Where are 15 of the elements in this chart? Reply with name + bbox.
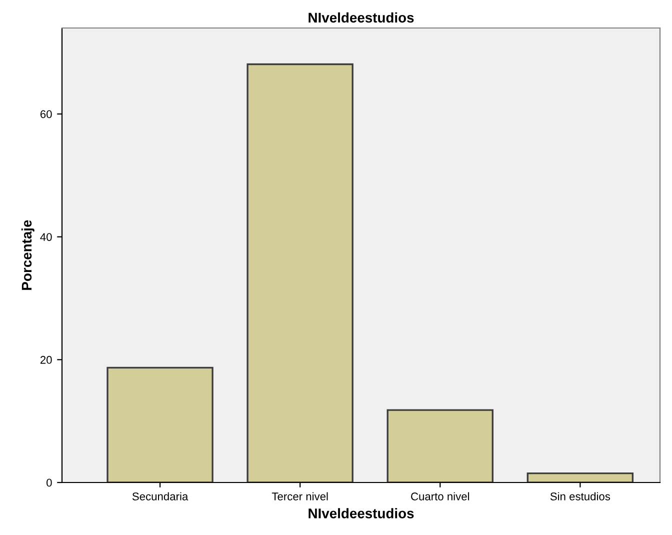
y-tick-label: 0 bbox=[46, 478, 52, 487]
y-axis-title: Porcentaje bbox=[21, 220, 34, 290]
bar bbox=[106, 366, 214, 482]
x-tick-label: Secundaria bbox=[132, 492, 188, 500]
x-tick-label: Sin estudios bbox=[550, 492, 610, 500]
x-tick-label: Tercer nivel bbox=[272, 492, 328, 500]
y-tick-label: 40 bbox=[40, 233, 52, 241]
y-tick-label: 20 bbox=[40, 356, 52, 364]
bar bbox=[526, 472, 634, 482]
bar bbox=[246, 63, 354, 482]
bar bbox=[386, 409, 494, 482]
y-tick-label: 60 bbox=[40, 110, 52, 118]
chart-title: NIveldeestudios bbox=[308, 12, 414, 23]
x-axis-title: NIveldeestudios bbox=[308, 508, 414, 518]
x-tick-label: Cuarto nivel bbox=[411, 492, 470, 500]
